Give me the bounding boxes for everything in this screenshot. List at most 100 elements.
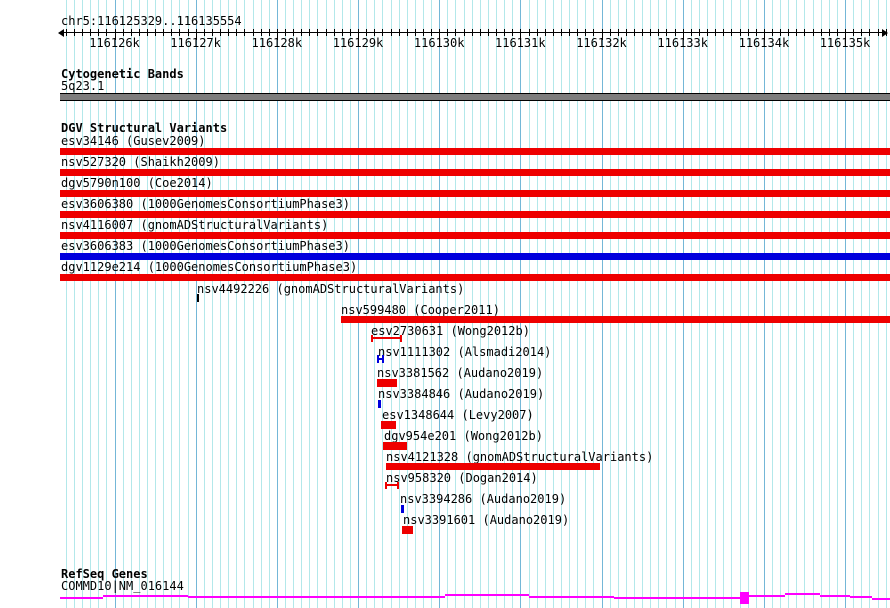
gene-intron-line	[749, 595, 785, 597]
variant-glyph[interactable]	[60, 253, 890, 260]
ruler-major-tick	[520, 29, 522, 40]
ruler-tick-label: 116133k	[657, 36, 708, 50]
variant-label[interactable]: nsv3391601 (Audano2019)	[403, 513, 570, 527]
variant-label[interactable]: esv2730631 (Wong2012b)	[371, 324, 530, 338]
gene-intron-line	[850, 596, 872, 598]
ruler-major-tick	[114, 29, 116, 40]
gene-intron-line	[614, 597, 740, 599]
gridline-minor	[690, 0, 692, 608]
variant-glyph[interactable]	[401, 505, 404, 513]
gridline-minor	[228, 0, 230, 608]
variant-glyph[interactable]	[341, 316, 890, 323]
ruler-minor-tick	[487, 29, 489, 36]
gridline-minor	[471, 0, 473, 608]
ruler-major-tick	[682, 29, 684, 40]
ruler-minor-tick	[333, 29, 335, 36]
gene-exon-box[interactable]	[740, 592, 749, 604]
variant-label[interactable]: nsv1111302 (Alsmadi2014)	[378, 345, 552, 359]
ruler-major-tick	[601, 29, 603, 40]
variant-label[interactable]: nsv3381562 (Audano2019)	[377, 366, 544, 380]
variant-glyph[interactable]	[378, 400, 381, 408]
variant-label[interactable]: nsv4121328 (gnomADStructuralVariants)	[386, 450, 654, 464]
variant-label[interactable]: esv3606383 (1000GenomesConsortiumPhase3)	[61, 239, 350, 253]
gridline-minor	[382, 0, 384, 608]
ruler-minor-tick	[820, 29, 822, 36]
gridline-minor	[731, 0, 733, 608]
ruler-minor-tick	[179, 29, 181, 36]
variant-glyph[interactable]	[60, 274, 890, 281]
variant-glyph[interactable]	[383, 442, 407, 450]
variant-label[interactable]: dgv5790n100 (Coe2014)	[61, 176, 213, 190]
variant-glyph-span[interactable]	[371, 337, 402, 339]
variant-label[interactable]: nsv958320 (Dogan2014)	[386, 471, 538, 485]
gridline-minor	[885, 0, 887, 608]
variant-label[interactable]: esv1348644 (Levy2007)	[382, 408, 534, 422]
gridline-minor	[772, 0, 773, 608]
variant-label[interactable]: nsv3394286 (Audano2019)	[400, 492, 567, 506]
ruler-minor-tick	[293, 29, 294, 36]
variant-glyph[interactable]	[60, 190, 890, 197]
variant-glyph[interactable]	[60, 232, 890, 239]
variant-label[interactable]: nsv4116007 (gnomADStructuralVariants)	[61, 218, 329, 232]
ruler-minor-tick	[650, 29, 652, 36]
refseq-gene-label[interactable]: COMMD10|NM_016144	[61, 579, 184, 593]
variant-glyph[interactable]	[60, 169, 890, 176]
gridline-minor	[106, 0, 108, 608]
gridline-minor	[528, 0, 530, 608]
gridline-minor	[65, 0, 67, 608]
variant-glyph-span[interactable]	[385, 484, 399, 486]
ruler-minor-tick	[861, 29, 863, 36]
variant-label[interactable]: esv3606380 (1000GenomesConsortiumPhase3)	[61, 197, 350, 211]
gridline-minor	[179, 0, 181, 608]
variant-label[interactable]: dgv954e201 (Wong2012b)	[384, 429, 543, 443]
ruler-minor-tick	[301, 29, 303, 36]
gridline-minor	[536, 0, 538, 608]
gridline-minor	[236, 0, 238, 608]
variant-glyph[interactable]	[381, 421, 396, 429]
ruler-minor-tick	[690, 29, 692, 36]
gridline-minor	[130, 0, 132, 608]
variant-glyph[interactable]	[377, 379, 397, 387]
ruler-minor-tick	[422, 29, 424, 36]
ruler-minor-tick	[569, 29, 570, 36]
variant-glyph[interactable]	[197, 294, 199, 302]
ruler-major-tick	[439, 29, 441, 40]
variant-glyph[interactable]	[402, 526, 413, 534]
ruler-minor-tick	[698, 29, 700, 36]
gene-intron-line	[820, 595, 850, 597]
variant-glyph[interactable]	[60, 148, 890, 155]
ruler-minor-tick	[877, 29, 879, 36]
gridline-minor	[836, 0, 838, 608]
gridline-minor	[366, 0, 368, 608]
ruler-tick-label: 116130k	[413, 36, 465, 50]
gene-intron-line	[60, 597, 103, 599]
variant-label[interactable]: nsv527320 (Shaikh2009)	[61, 155, 220, 169]
variant-glyph-span[interactable]	[377, 358, 384, 360]
gridline-minor	[187, 0, 189, 608]
variant-label[interactable]: nsv599480 (Cooper2011)	[341, 303, 500, 317]
gridline-minor	[487, 0, 489, 608]
ruler-tick-label: 116131k	[495, 36, 546, 50]
variant-label[interactable]: esv34146 (Gusev2009)	[61, 134, 206, 148]
cytogenetic-band-glyph[interactable]	[60, 93, 890, 101]
ruler-minor-tick	[674, 29, 676, 36]
variant-label[interactable]: nsv3384846 (Audano2019)	[378, 387, 545, 401]
ruler-minor-tick	[796, 29, 798, 36]
gridline-minor	[268, 0, 270, 608]
gridline-major	[763, 0, 765, 608]
variant-label[interactable]: nsv4492226 (gnomADStructuralVariants)	[197, 282, 465, 296]
ruler-minor-tick	[853, 29, 855, 36]
ruler-minor-tick	[431, 29, 432, 36]
gridline-minor	[707, 0, 708, 608]
gridline-major	[845, 0, 846, 608]
variant-glyph[interactable]	[386, 463, 600, 470]
variant-glyph[interactable]	[60, 211, 890, 218]
ruler-minor-tick	[634, 29, 635, 36]
variant-label[interactable]: dgv1129e214 (1000GenomesConsortiumPhase3…	[61, 260, 358, 274]
gridline-major	[682, 0, 684, 608]
ruler-minor-tick	[471, 29, 473, 36]
ruler-minor-tick	[138, 29, 140, 36]
ruler-minor-tick	[220, 29, 221, 36]
gridline-minor	[244, 0, 246, 608]
gene-intron-line	[445, 594, 529, 596]
